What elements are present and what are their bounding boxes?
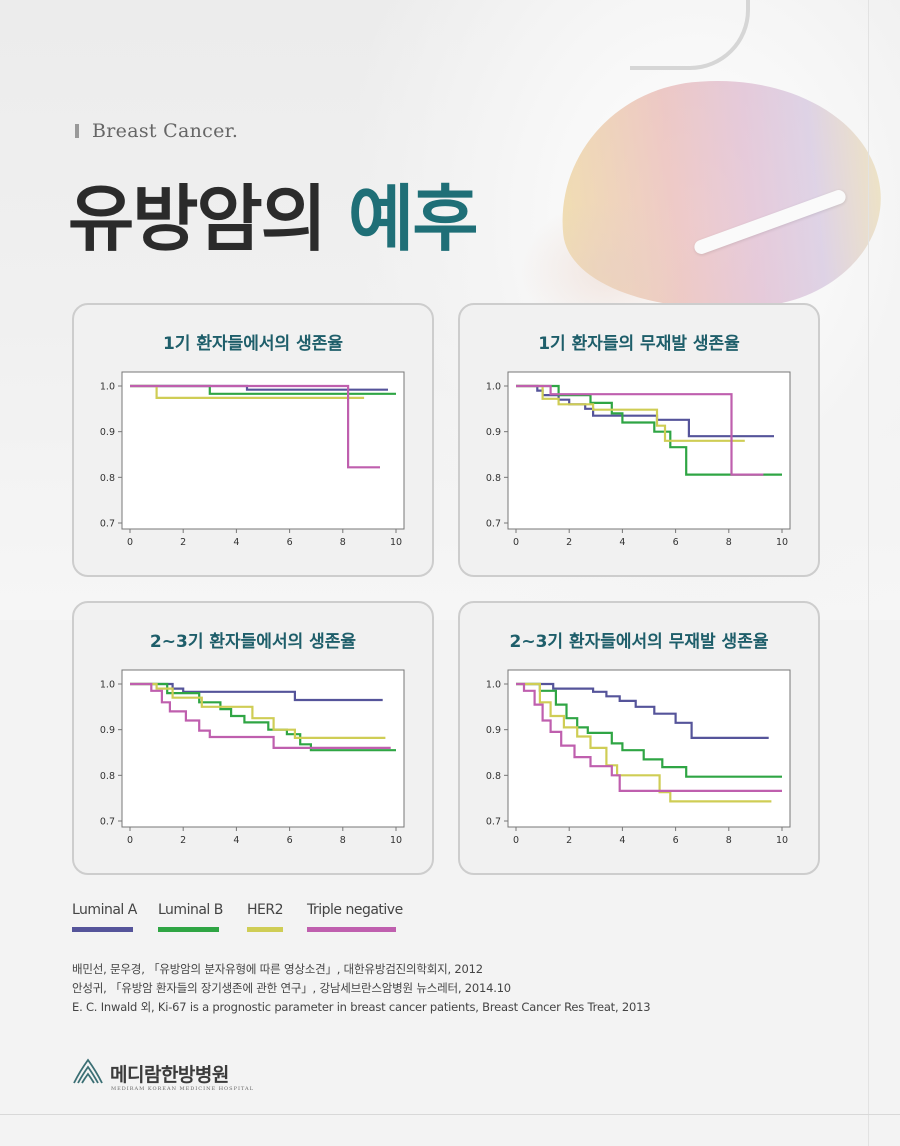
series-line-luminal-a xyxy=(130,682,383,702)
x-tick-label: 6 xyxy=(287,537,293,548)
series-line-luminal-b xyxy=(130,682,396,752)
x-tick-label: 2 xyxy=(566,537,572,548)
x-tick-label: 8 xyxy=(340,835,346,846)
legend-item-her2: HER2 xyxy=(247,902,284,932)
x-tick-label: 10 xyxy=(776,835,788,846)
x-tick-label: 8 xyxy=(340,537,346,548)
y-tick-label: 1.0 xyxy=(486,382,501,393)
x-tick-label: 4 xyxy=(619,835,625,846)
y-tick-label: 0.9 xyxy=(486,427,501,438)
y-tick-label: 0.8 xyxy=(100,473,115,484)
legend-swatch xyxy=(158,927,219,932)
series-line-triple-negative xyxy=(516,682,782,792)
x-tick-label: 8 xyxy=(726,537,732,548)
chart-title: 1기 환자들의 무재발 생존율 xyxy=(538,334,740,354)
x-tick-label: 0 xyxy=(127,835,133,846)
logo-name: 메디람한방병원 xyxy=(110,1064,229,1086)
series-line-her2 xyxy=(516,384,745,442)
wave-logo-icon xyxy=(73,1058,103,1084)
chart-title: 1기 환자들에서의 생존율 xyxy=(162,334,344,354)
x-tick-label: 6 xyxy=(673,537,679,548)
reference-item: E. C. Inwald 외, Ki-67 is a prognostic pa… xyxy=(72,1000,651,1014)
chart-card-stage23-survival: 2~3기 환자들에서의 생존율 0.7 0.8 0.9 1.0 0 2 4 6 8 10 xyxy=(72,601,434,875)
x-tick-label: 2 xyxy=(180,835,186,846)
x-tick-label: 10 xyxy=(390,537,402,548)
plot-area xyxy=(121,371,405,530)
legend-swatch xyxy=(72,927,133,932)
y-tick-label: 1.0 xyxy=(100,382,115,393)
x-tick-label: 0 xyxy=(513,835,519,846)
legend-item-luminal-a: Luminal A xyxy=(72,902,137,932)
x-tick-label: 0 xyxy=(513,537,519,548)
chart-stage23-survival: 0.7 0.8 0.9 1.0 0 2 4 6 8 10 xyxy=(100,669,405,846)
page-subtitle: Breast Cancer. xyxy=(92,120,239,142)
x-tick-label: 2 xyxy=(180,537,186,548)
legend-label: Luminal B xyxy=(158,902,223,918)
reference-item: 안성귀, 「유방암 환자들의 장기생존에 관한 연구」, 강남세브란스암병원 뉴… xyxy=(72,981,511,995)
chart-stage23-dfs: 0.7 0.8 0.9 1.0 0 2 4 6 8 10 xyxy=(486,669,791,846)
y-tick-label: 0.7 xyxy=(486,817,501,828)
logo-subtitle: MEDIRAM KOREAN MEDICINE HOSPITAL xyxy=(111,1086,254,1092)
chart-title: 2~3기 환자들에서의 무재발 생존율 xyxy=(509,632,769,652)
chart-card-stage23-dfs: 2~3기 환자들에서의 무재발 생존율 0.7 0.8 0.9 1.0 0 2 4 6 8 10 xyxy=(458,601,820,875)
y-tick-label: 0.7 xyxy=(486,519,501,530)
legend-item-luminal-b: Luminal B xyxy=(158,902,223,932)
legend-swatch xyxy=(307,927,396,932)
page-title: 유방암의 예후 xyxy=(68,160,479,265)
legend-label: HER2 xyxy=(247,902,284,918)
chart-title: 2~3기 환자들에서의 생존율 xyxy=(149,632,357,652)
x-tick-label: 4 xyxy=(619,537,625,548)
x-tick-label: 8 xyxy=(726,835,732,846)
chart-card-stage1-survival: 1기 환자들에서의 생존율 0.7 0.8 0.9 1.0 0 2 4 6 8 10 xyxy=(72,303,434,577)
y-tick-label: 0.7 xyxy=(100,817,115,828)
y-tick-label: 0.9 xyxy=(100,427,115,438)
chart-card-stage1-dfs: 1기 환자들의 무재발 생존율 0.7 0.8 0.9 1.0 0 2 4 6 8 10 xyxy=(458,303,820,577)
y-tick-label: 0.8 xyxy=(100,771,115,782)
page-title-accent: 예후 xyxy=(348,177,478,261)
series-line-luminal-b xyxy=(516,682,782,778)
references: 배민선, 문우경, 「유방암의 분자유형에 따른 영상소견」, 대한유방검진의학… xyxy=(72,960,651,1017)
x-tick-label: 4 xyxy=(233,537,239,548)
y-tick-label: 0.9 xyxy=(486,725,501,736)
y-tick-label: 0.7 xyxy=(100,519,115,530)
bottom-divider xyxy=(0,1114,900,1115)
series-line-triple-negative xyxy=(130,384,380,469)
chart-stage1-survival: 0.7 0.8 0.9 1.0 0 2 4 6 8 10 xyxy=(100,371,405,548)
reference-item: 배민선, 문우경, 「유방암의 분자유형에 따른 영상소견」, 대한유방검진의학… xyxy=(72,962,483,976)
page-title-main: 유방암의 xyxy=(68,177,327,261)
series-line-luminal-a xyxy=(516,682,769,740)
x-tick-label: 2 xyxy=(566,835,572,846)
subtitle-marker xyxy=(75,124,79,138)
y-tick-label: 1.0 xyxy=(486,680,501,691)
right-divider xyxy=(868,0,869,1146)
legend-label: Triple negative xyxy=(307,902,403,918)
y-tick-label: 0.8 xyxy=(486,473,501,484)
series-line-triple-negative xyxy=(130,682,391,750)
series-line-her2 xyxy=(516,682,772,803)
x-tick-label: 0 xyxy=(127,537,133,548)
y-tick-label: 1.0 xyxy=(100,680,115,691)
x-tick-label: 10 xyxy=(390,835,402,846)
legend-swatch xyxy=(247,927,283,932)
series-line-her2 xyxy=(130,682,386,740)
legend: Luminal A Luminal B HER2 Triple negative xyxy=(72,902,432,942)
x-tick-label: 6 xyxy=(287,835,293,846)
x-tick-label: 6 xyxy=(673,835,679,846)
series-line-triple-negative xyxy=(516,384,764,476)
chart-stage1-dfs: 0.7 0.8 0.9 1.0 0 2 4 6 8 10 xyxy=(486,371,791,548)
x-tick-label: 4 xyxy=(233,835,239,846)
plot-area xyxy=(507,669,791,828)
x-tick-label: 10 xyxy=(776,537,788,548)
y-tick-label: 0.9 xyxy=(100,725,115,736)
legend-label: Luminal A xyxy=(72,902,137,918)
legend-item-triple-negative: Triple negative xyxy=(307,902,403,932)
y-tick-label: 0.8 xyxy=(486,771,501,782)
